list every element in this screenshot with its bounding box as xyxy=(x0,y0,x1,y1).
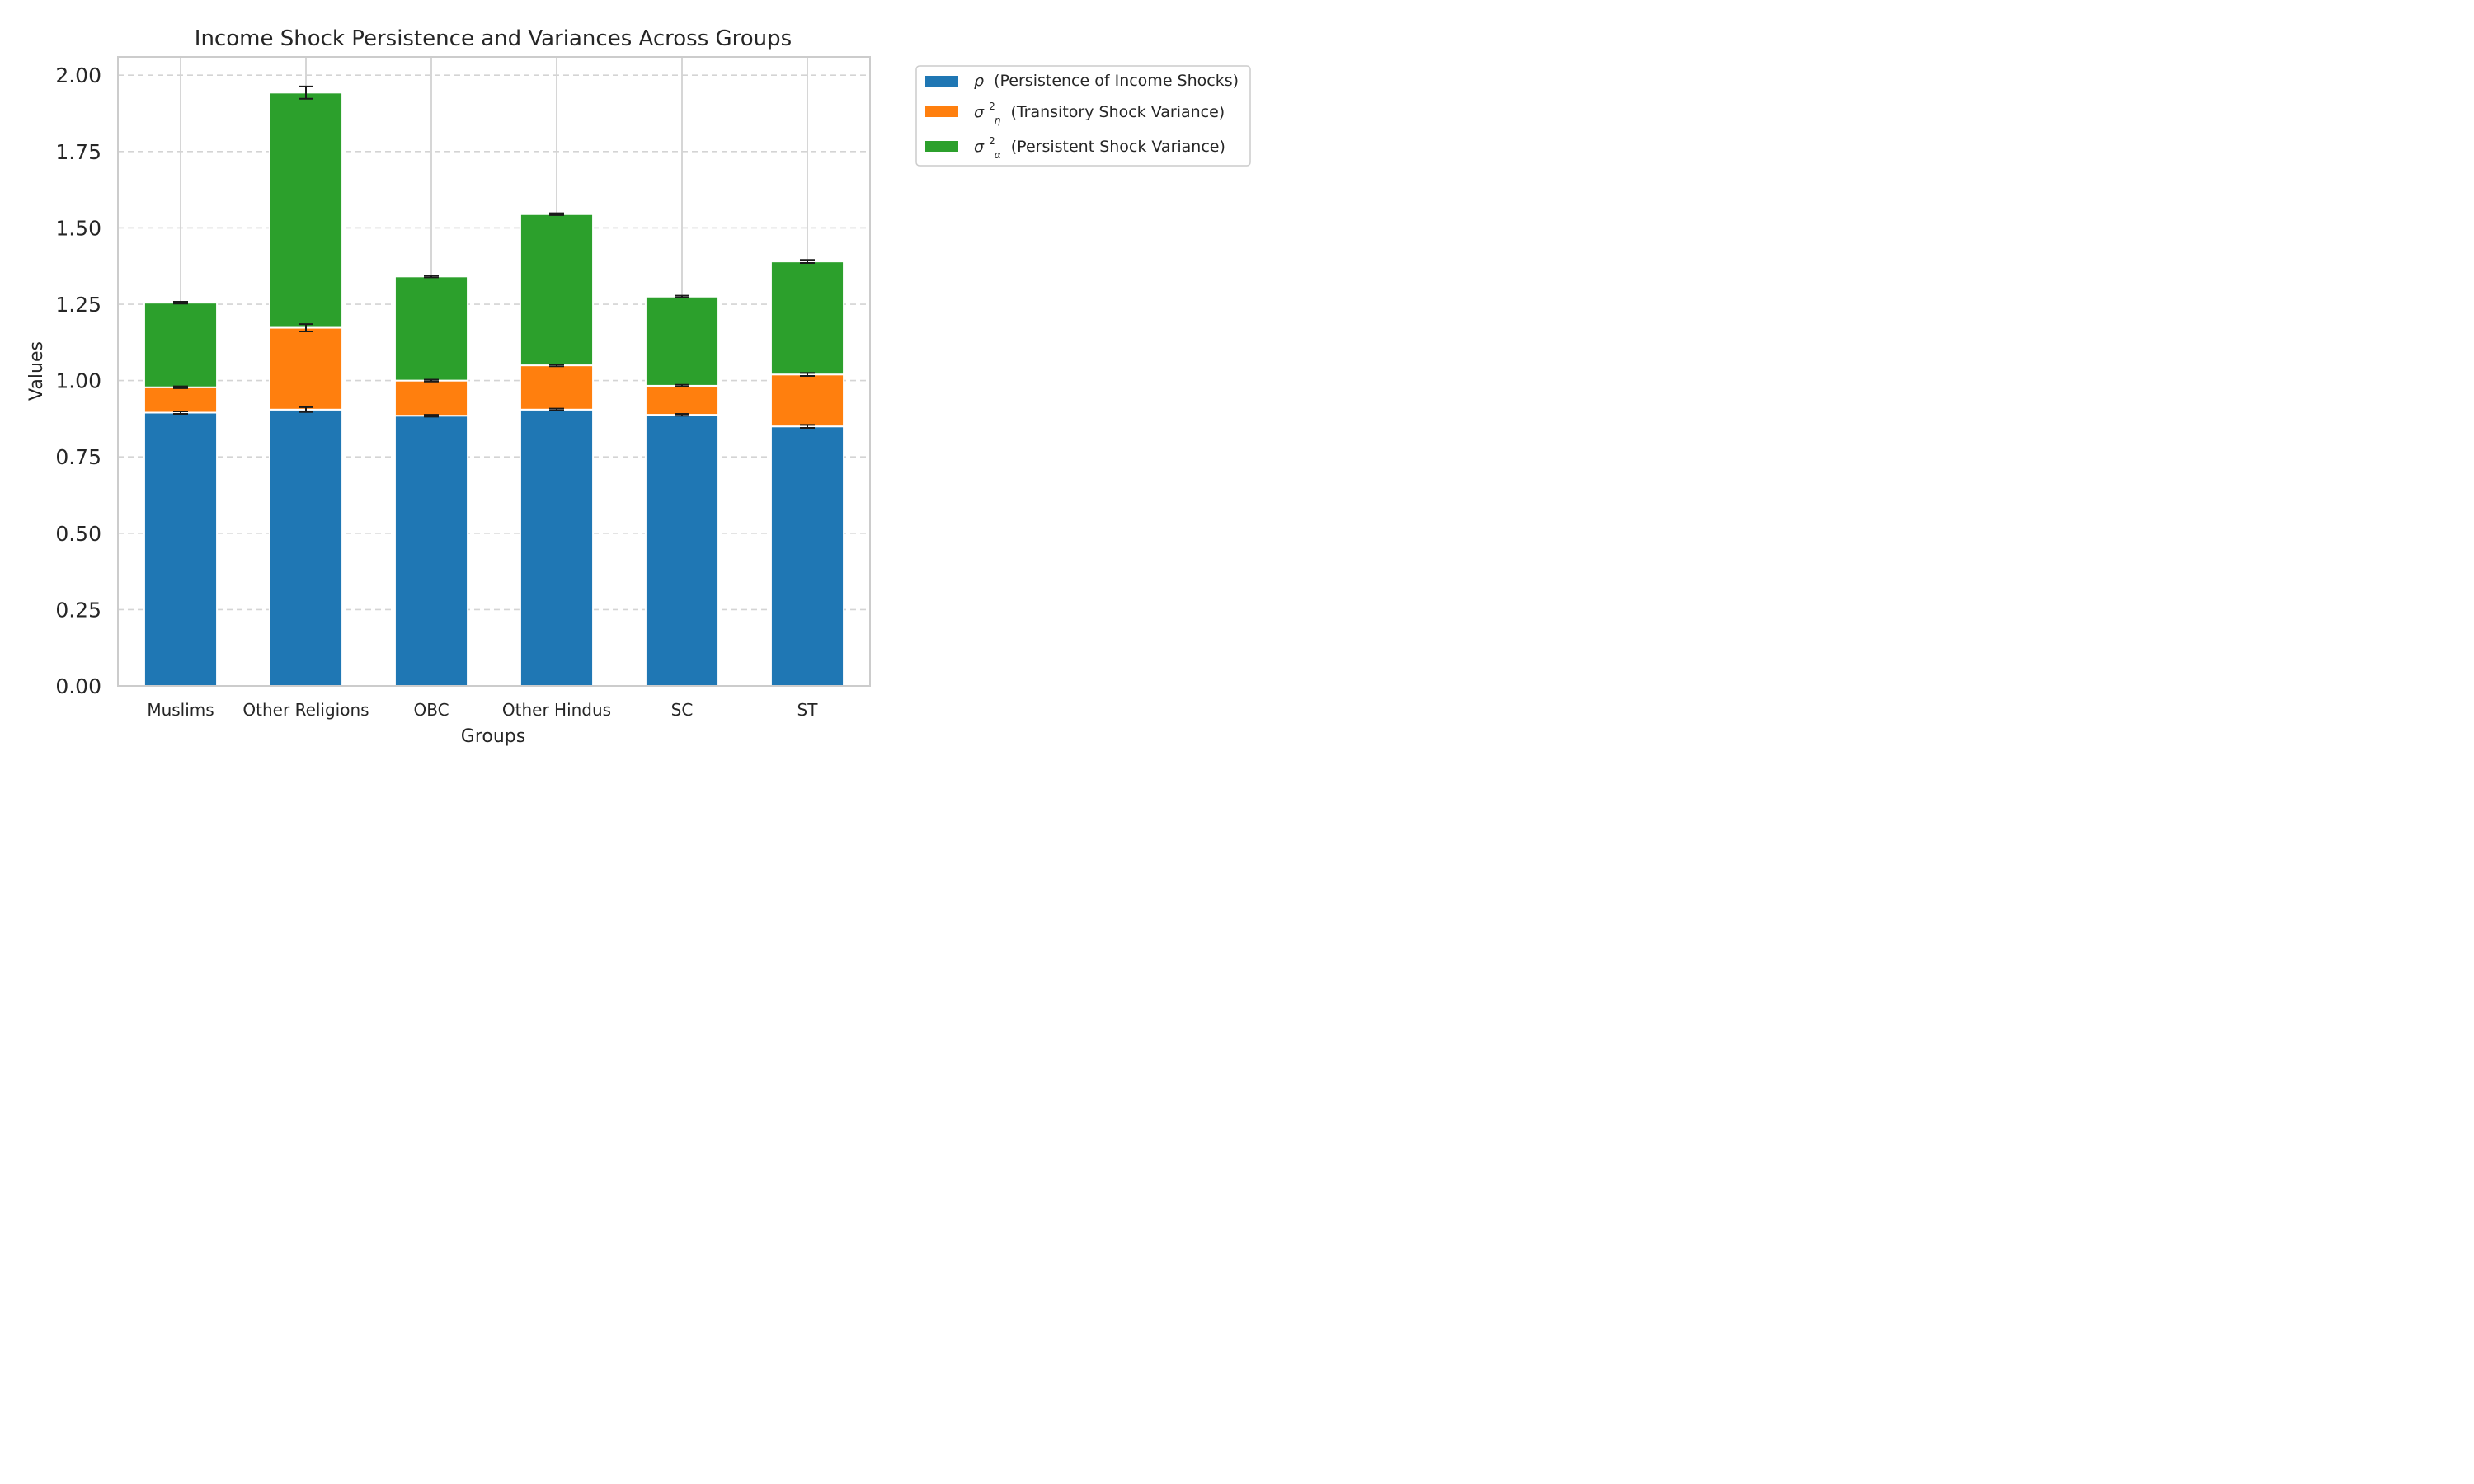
legend-name-sigma-alpha: (Persistent Shock Variance) xyxy=(1011,138,1225,156)
legend-symbol-sigma-alpha: σ xyxy=(974,138,985,156)
x-tick-label: OBC xyxy=(413,700,449,720)
legend-name-rho: (Persistence of Income Shocks) xyxy=(994,72,1239,90)
bar-segment xyxy=(519,408,595,687)
x-tick-label: SC xyxy=(671,700,694,720)
y-tick-label: 1.50 xyxy=(55,216,101,240)
grid-layer xyxy=(118,57,870,686)
y-tick-label: 1.75 xyxy=(55,140,101,164)
legend-name-sigma-eta: (Transitory Shock Variance) xyxy=(1010,103,1225,121)
bar-segment xyxy=(519,213,595,367)
bar-segment xyxy=(769,261,845,376)
legend-swatch-sigma-eta xyxy=(925,106,958,117)
y-tick-label: 1.25 xyxy=(55,293,101,317)
bar-segment xyxy=(644,414,720,687)
bar-segment xyxy=(519,364,595,411)
legend-sub-sigma-alpha: α xyxy=(995,149,1001,161)
y-tick-label: 1.00 xyxy=(55,369,101,393)
tick-layer: 0.00 0.25 0.50 0.75 1.00 1.25 1.50 1.75 2.00 Musl… xyxy=(55,63,818,720)
bar-segment xyxy=(143,386,219,414)
bar-segment xyxy=(268,408,344,687)
chart-title: Income Shock Persistence and Variances A… xyxy=(195,26,792,51)
y-tick-label: 0.25 xyxy=(55,598,101,622)
bar-segment xyxy=(393,379,469,417)
bar-segment xyxy=(143,302,219,388)
legend-label-sigma-eta: σ 2 η (Transitory Shock Variance) xyxy=(974,96,1225,128)
bar-segment xyxy=(268,92,344,329)
bar-segment xyxy=(393,275,469,382)
bar-layer xyxy=(143,92,845,688)
bar-segment xyxy=(644,295,720,387)
bar-segment xyxy=(143,411,219,687)
y-axis-title: Values xyxy=(26,341,47,401)
legend-sup-sigma-eta: 2 xyxy=(989,101,995,112)
legend: ρ (Persistence of Income Shocks) σ 2 η (… xyxy=(915,65,1251,167)
y-tick-label: 0.50 xyxy=(55,522,101,546)
bar-segment xyxy=(393,415,469,687)
legend-symbol-sigma-eta: σ xyxy=(974,103,985,121)
bar-segment xyxy=(268,326,344,411)
x-axis-title: Groups xyxy=(461,726,525,747)
x-tick-label: Other Religions xyxy=(242,700,369,720)
x-tick-label: Other Hindus xyxy=(502,700,611,720)
error-bar-layer xyxy=(173,85,815,430)
x-tick-label: ST xyxy=(797,700,819,720)
plot-frame xyxy=(117,56,871,687)
legend-swatch-sigma-alpha xyxy=(925,141,958,152)
y-tick-label: 0.75 xyxy=(55,445,101,469)
legend-label-sigma-alpha: σ 2 α (Persistent Shock Variance) xyxy=(974,130,1225,162)
bar-segment xyxy=(769,373,845,428)
bar-segment xyxy=(769,425,845,688)
legend-swatch-rho xyxy=(925,76,958,87)
legend-symbol-rho: ρ xyxy=(974,72,984,90)
bar-segment xyxy=(644,384,720,416)
y-tick-label: 2.00 xyxy=(55,63,101,87)
stacked-bar-chart: 0.00 0.25 0.50 0.75 1.00 1.25 1.50 1.75 2.00 Musl… xyxy=(26,26,1251,747)
y-tick-label: 0.00 xyxy=(55,674,101,698)
chart-container: 0.00 0.25 0.50 0.75 1.00 1.25 1.50 1.75 2.00 Musl… xyxy=(0,0,1293,776)
x-tick-label: Muslims xyxy=(147,700,214,720)
legend-sub-sigma-eta: η xyxy=(995,115,1001,126)
legend-label-rho: ρ (Persistence of Income Shocks) xyxy=(974,72,1239,90)
legend-sup-sigma-alpha: 2 xyxy=(989,135,995,147)
legend-frame xyxy=(915,65,1251,167)
